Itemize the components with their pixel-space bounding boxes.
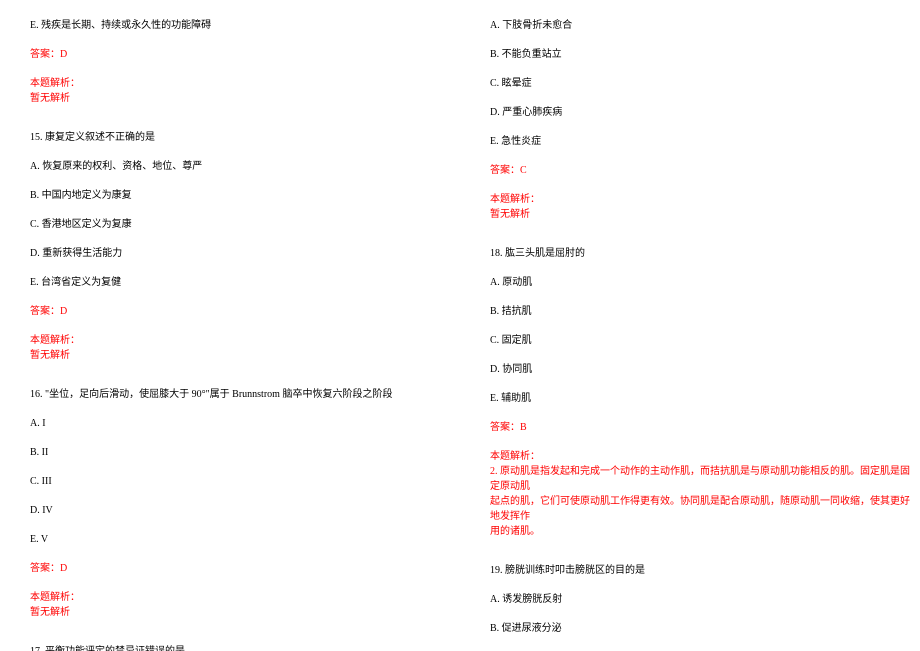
option-text: D. 重新获得生活能力 [30, 246, 450, 261]
option-text: A. 原动肌 [490, 275, 910, 290]
option-text: E. 辅助肌 [490, 391, 910, 406]
answer-label: 答案：B [490, 420, 910, 435]
explain-head: 本题解析： [30, 76, 450, 91]
left-column: E. 残疾是长期、持续或永久性的功能障碍 答案：D 本题解析： 暂无解析 15.… [30, 18, 450, 651]
option-text: A. 恢复原来的权利、资格、地位、尊严 [30, 159, 450, 174]
right-column: A. 下肢骨折未愈合 B. 不能负重站立 C. 眩晕症 D. 严重心肺疾病 E.… [490, 18, 910, 651]
spacer [30, 634, 450, 644]
option-text: B. 不能负重站立 [490, 47, 910, 62]
spacer [30, 120, 450, 130]
spacer [490, 236, 910, 246]
explain-head: 本题解析： [490, 449, 910, 464]
answer-label: 答案：D [30, 561, 450, 576]
option-text: B. 促进尿液分泌 [490, 621, 910, 636]
option-text: A. 下肢骨折未愈合 [490, 18, 910, 33]
spacer [30, 377, 450, 387]
option-text: E. 残疾是长期、持续或永久性的功能障碍 [30, 18, 450, 33]
option-text: D. IV [30, 503, 450, 518]
option-text: D. 严重心肺疾病 [490, 105, 910, 120]
option-text: B. II [30, 445, 450, 460]
option-text: B. 中国内地定义为康复 [30, 188, 450, 203]
explain-line: 2. 原动肌是指发起和完成一个动作的主动作肌，而拮抗肌是与原动肌功能相反的肌。固… [490, 464, 910, 494]
option-text: C. 香港地区定义为复康 [30, 217, 450, 232]
explain-body: 暂无解析 [30, 348, 450, 363]
answer-label: 答案：D [30, 304, 450, 319]
q15-stem: 15. 康复定义叙述不正确的是 [30, 130, 450, 145]
option-text: C. 眩晕症 [490, 76, 910, 91]
answer-label: 答案：C [490, 163, 910, 178]
explain-line: 用的诸肌。 [490, 524, 910, 539]
explain-head: 本题解析： [30, 590, 450, 605]
option-text: E. 急性炎症 [490, 134, 910, 149]
option-text: C. III [30, 474, 450, 489]
option-text: B. 拮抗肌 [490, 304, 910, 319]
q16-stem: 16. "坐位，足向后滑动，使屈膝大于 90°"属于 Brunnstrom 脑卒… [30, 387, 450, 402]
explain-body: 暂无解析 [30, 91, 450, 106]
explain-body: 暂无解析 [490, 207, 910, 222]
option-text: E. V [30, 532, 450, 547]
explain-head: 本题解析： [490, 192, 910, 207]
answer-label: 答案：D [30, 47, 450, 62]
option-text: C. 固定肌 [490, 333, 910, 348]
option-text: A. I [30, 416, 450, 431]
q17-stem: 17. 平衡功能评定的禁忌证错误的是 [30, 644, 450, 651]
spacer [490, 553, 910, 563]
explain-head: 本题解析： [30, 333, 450, 348]
q19-stem: 19. 膀胱训练时叩击膀胱区的目的是 [490, 563, 910, 578]
explain-body: 暂无解析 [30, 605, 450, 620]
page: E. 残疾是长期、持续或永久性的功能障碍 答案：D 本题解析： 暂无解析 15.… [0, 0, 920, 651]
option-text: E. 台湾省定义为复健 [30, 275, 450, 290]
explain-line: 起点的肌，它们可使原动肌工作得更有效。协同肌是配合原动肌，随原动肌一同收缩，使其… [490, 494, 910, 524]
q18-stem: 18. 肱三头肌是屈肘的 [490, 246, 910, 261]
option-text: A. 诱发膀胱反射 [490, 592, 910, 607]
option-text: D. 协同肌 [490, 362, 910, 377]
